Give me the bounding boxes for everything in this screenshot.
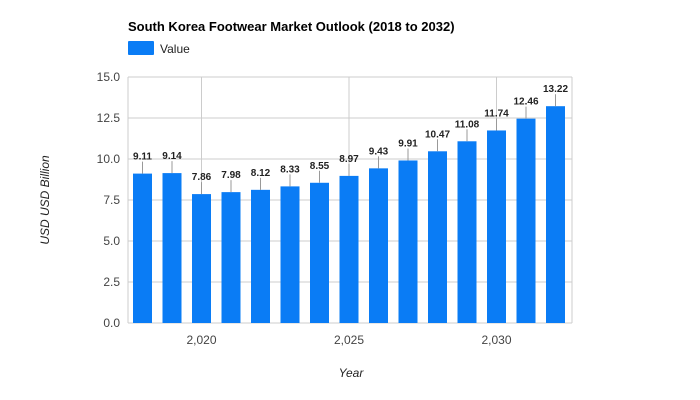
bar-2031 — [516, 118, 536, 323]
data-label-2032: 13.22 — [543, 84, 568, 95]
bar-2019 — [162, 173, 182, 323]
bar-2022 — [251, 189, 270, 323]
data-label-2029: 11.08 — [455, 119, 480, 130]
y-tick-label: 15.0 — [97, 70, 121, 84]
y-tick-label: 10.0 — [97, 152, 121, 166]
data-label-2020: 7.86 — [192, 172, 212, 183]
data-label-2018: 9.11 — [133, 152, 152, 163]
bar-2023 — [280, 186, 300, 323]
data-label-2028: 10.47 — [425, 129, 450, 140]
y-axis-title: USD USD Billion — [38, 155, 52, 245]
bar-2020 — [192, 194, 211, 323]
bar-2024 — [310, 182, 329, 323]
y-tick-label: 7.5 — [103, 193, 120, 207]
data-label-2022: 8.12 — [251, 168, 271, 179]
bar-2021 — [221, 192, 241, 323]
data-label-2031: 12.46 — [513, 97, 538, 108]
y-tick-label: 5.0 — [103, 234, 120, 248]
bar-2026 — [369, 168, 388, 323]
x-tick-label: 2,020 — [186, 333, 216, 347]
data-label-2024: 8.55 — [310, 161, 330, 172]
data-label-2027: 9.91 — [398, 138, 418, 149]
x-axis-ticks: 2,020 2,025 2,030 — [186, 333, 511, 347]
data-label-2023: 8.33 — [280, 164, 300, 175]
bar-2025 — [339, 175, 359, 323]
bar-2028 — [428, 151, 447, 323]
bar-2032 — [546, 106, 565, 323]
x-axis-title: Year — [339, 366, 365, 380]
bars — [133, 106, 565, 323]
y-tick-label: 2.5 — [103, 275, 120, 289]
bar-2018 — [133, 173, 152, 323]
bar-2029 — [457, 141, 477, 323]
legend-label: Value — [160, 42, 190, 56]
bar-2030 — [487, 130, 506, 323]
bar-2027 — [398, 160, 418, 323]
data-label-2030: 11.74 — [484, 108, 509, 119]
y-axis-ticks: 0.0 2.5 5.0 7.5 10.0 12.5 15.0 — [97, 70, 121, 330]
x-tick-label: 2,030 — [481, 333, 511, 347]
x-tick-label: 2,025 — [334, 333, 364, 347]
chart-title: South Korea Footwear Market Outlook (201… — [128, 19, 455, 34]
data-label-2021: 7.98 — [221, 170, 241, 181]
y-tick-label: 0.0 — [103, 316, 120, 330]
data-labels: 9.11 9.14 7.86 7.98 8.12 8.33 8.55 8.97 9.43 9.91… — [133, 84, 568, 195]
data-label-2025: 8.97 — [339, 154, 359, 165]
y-tick-label: 12.5 — [97, 111, 121, 125]
data-label-2026: 9.43 — [369, 146, 389, 157]
legend-swatch — [128, 41, 154, 55]
data-label-2019: 9.14 — [162, 151, 182, 162]
